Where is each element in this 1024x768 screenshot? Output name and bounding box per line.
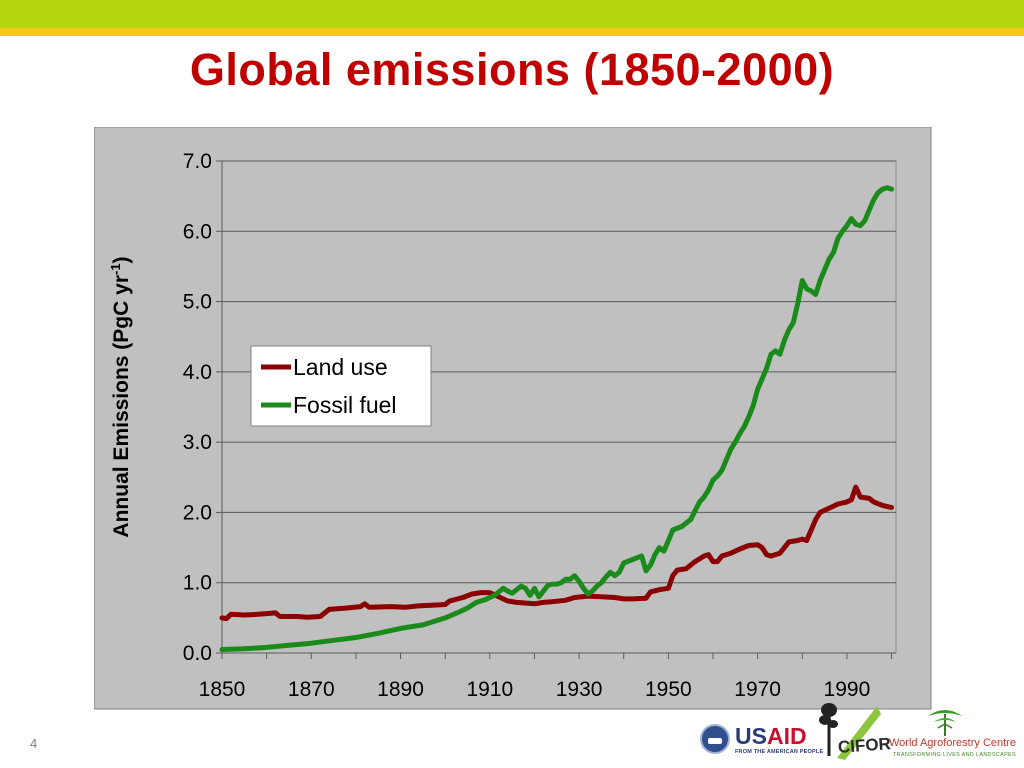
x-tick-label: 1950 <box>645 678 692 701</box>
emissions-chart: 0.0 1.0 2.0 3.0 4.0 5.0 6.0 7.0 1850 1870 1890 1910… <box>94 127 932 710</box>
slide-title: Global emissions (1850-2000) <box>189 44 835 95</box>
x-tick-label: 1870 <box>288 678 335 701</box>
y-tick-label: 6.0 <box>183 220 212 243</box>
agroforestry-tagline: TRANSFORMING LIVES AND LANDSCAPES <box>893 752 1016 758</box>
series <box>219 185 894 652</box>
usaid-us: US <box>735 723 767 749</box>
y-tick-label: 7.0 <box>183 150 212 173</box>
x-tick-label: 1890 <box>377 678 424 701</box>
agroforestry-tree-icon <box>928 710 962 736</box>
series-line-fossil-fuel <box>219 185 894 652</box>
x-tick-label: 1970 <box>734 678 781 701</box>
x-tick-label: 1930 <box>556 678 603 701</box>
y-tick-label: 4.0 <box>183 361 212 384</box>
legend-label-land-use: Land use <box>293 354 388 380</box>
usaid-aid: AID <box>766 723 807 749</box>
chart-area <box>94 127 932 710</box>
cifor-wordmark: CIFOR <box>837 734 892 757</box>
tick-labels: 0.0 1.0 2.0 3.0 4.0 5.0 6.0 7.0 1850 1870 1890 1910… <box>183 150 870 701</box>
y-axis-label: Annual Emissions (PgC yr-1) <box>108 256 133 537</box>
y-tick-label: 0.0 <box>183 642 212 665</box>
y-tick-label: 2.0 <box>183 501 212 524</box>
usaid-tagline: FROM THE AMERICAN PEOPLE <box>735 749 824 755</box>
y-tick-label: 3.0 <box>183 431 212 454</box>
legend-label-fossil-fuel: Fossil fuel <box>293 392 397 418</box>
axes <box>216 160 896 659</box>
legend: Land use Fossil fuel <box>250 345 432 427</box>
series-line-land-use <box>219 484 894 622</box>
x-tick-label: 1990 <box>824 678 871 701</box>
usaid-seal-icon <box>700 724 730 754</box>
cifor-tree-icon <box>819 703 881 760</box>
legend-box <box>250 345 432 427</box>
header-band-green <box>0 0 1024 28</box>
agroforestry-name: World Agroforestry Centre <box>889 737 1016 749</box>
page-number: 4 <box>30 736 38 751</box>
header-band-yellow <box>0 28 1024 36</box>
x-tick-label: 1850 <box>199 678 246 701</box>
y-tick-label: 5.0 <box>183 291 212 314</box>
x-tick-label: 1910 <box>466 678 513 701</box>
y-tick-label: 1.0 <box>183 572 212 595</box>
usaid-wordmark: USAID <box>735 725 807 748</box>
